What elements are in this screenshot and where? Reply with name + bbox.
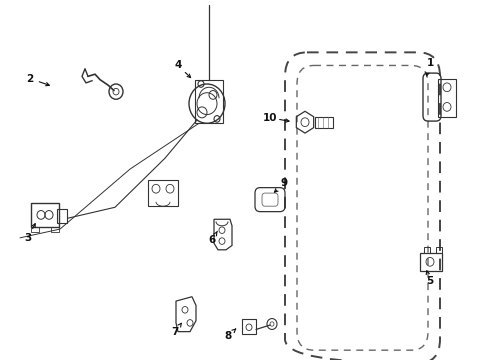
Bar	[435, 247, 441, 253]
Bar	[437, 78, 455, 117]
Bar	[31, 203, 59, 227]
Text: 6: 6	[208, 235, 215, 245]
Bar	[57, 210, 67, 222]
Bar	[423, 247, 429, 253]
Text: 5: 5	[426, 276, 433, 287]
Text: 9: 9	[280, 178, 287, 188]
Text: 10: 10	[262, 113, 277, 123]
Bar	[314, 117, 332, 128]
Bar	[31, 227, 39, 232]
Text: 7: 7	[171, 327, 178, 337]
Bar	[242, 319, 256, 334]
Bar	[51, 227, 59, 232]
Bar	[419, 253, 441, 271]
Bar	[195, 80, 223, 123]
Bar	[148, 180, 178, 206]
Text: 3: 3	[24, 233, 32, 243]
Text: 4: 4	[174, 60, 182, 71]
Text: 8: 8	[224, 331, 231, 341]
Text: 2: 2	[26, 73, 34, 84]
Text: 1: 1	[426, 58, 433, 68]
